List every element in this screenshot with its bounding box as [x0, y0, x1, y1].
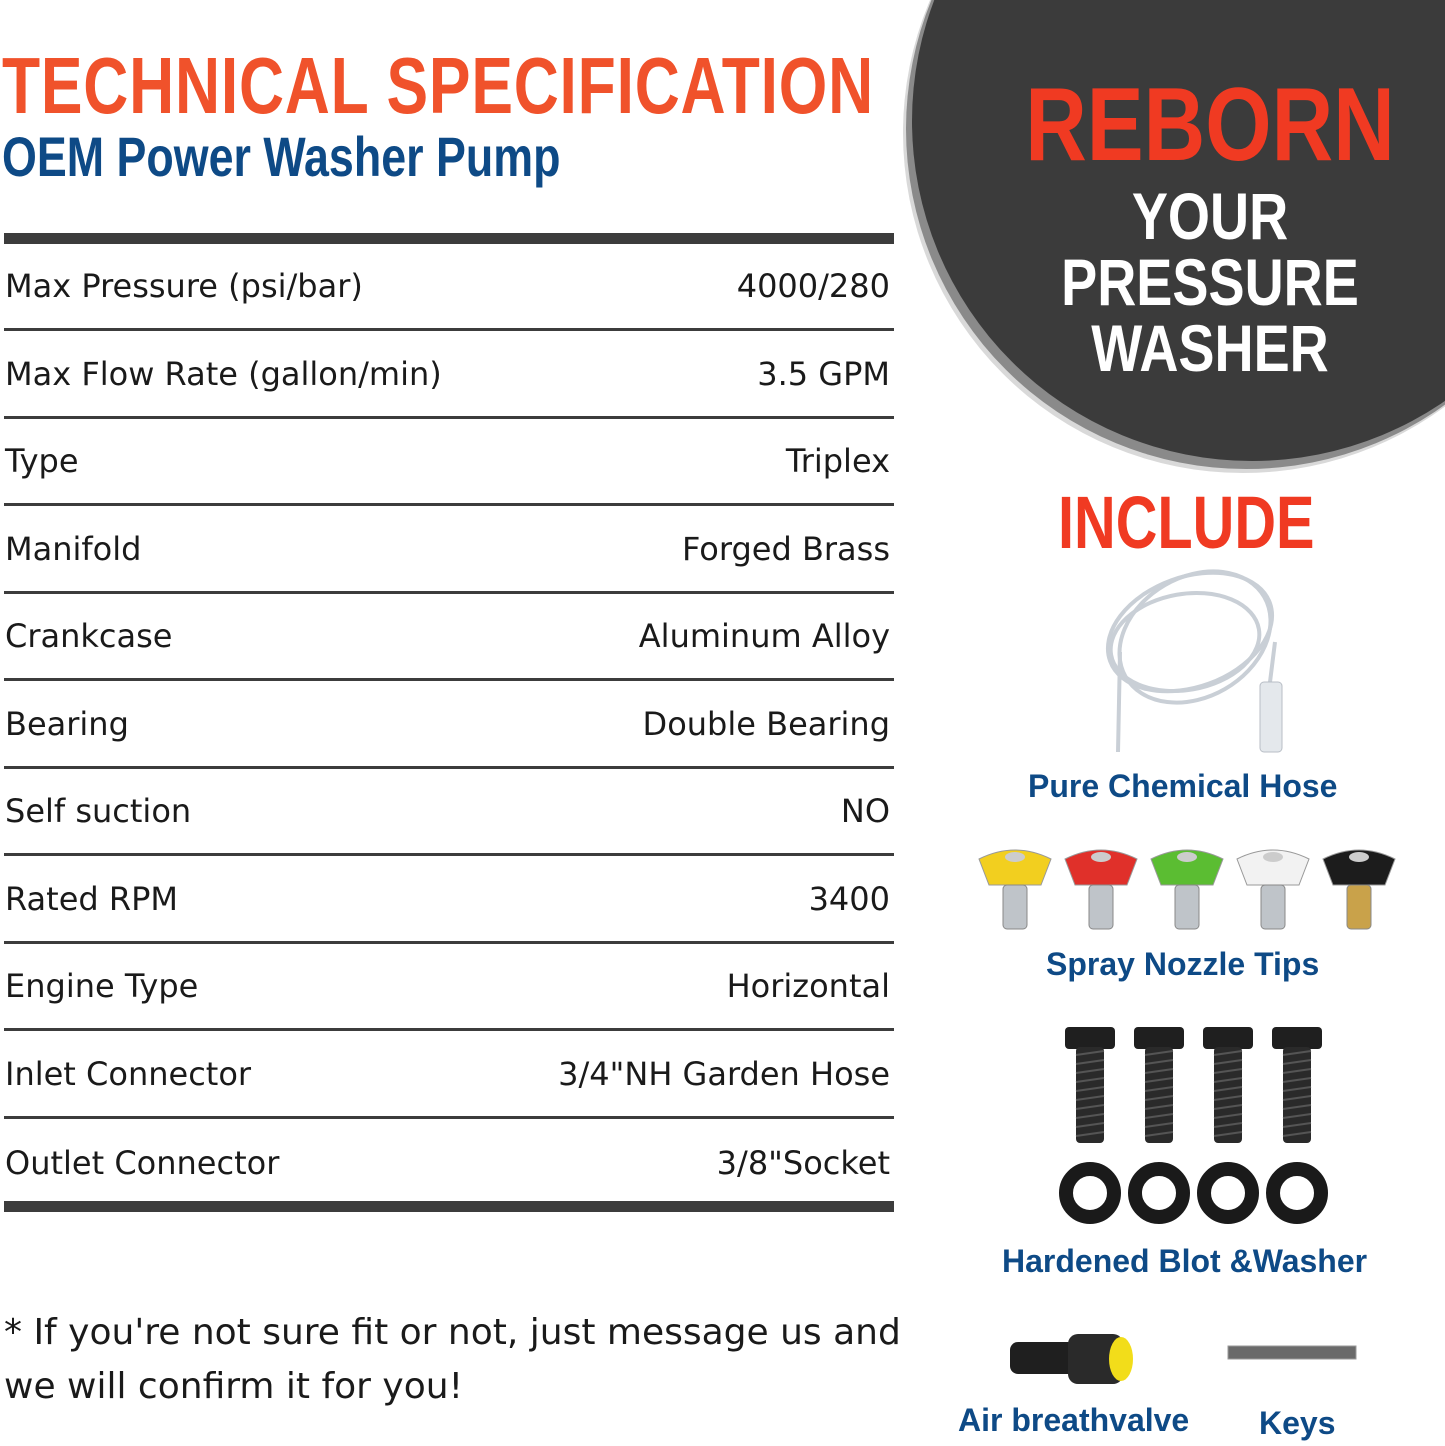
badge-circle: [903, 0, 1445, 473]
spec-row: Engine Type Horizontal: [4, 944, 894, 1031]
nozzle-icon: [978, 849, 1052, 930]
spec-row: Max Flow Rate (gallon/min) 3.5 GPM: [4, 332, 894, 419]
spec-label: Self suction: [5, 792, 192, 830]
include-label-nozzles: Spray Nozzle Tips: [1046, 946, 1320, 982]
spec-value: NO: [840, 792, 890, 830]
spec-value: 3.5 GPM: [757, 354, 890, 393]
spec-row: Type Triplex: [4, 419, 894, 506]
spec-value: 4000/280: [736, 267, 890, 305]
spec-row: Max Pressure (psi/bar) 4000/280: [4, 244, 894, 331]
spec-label: Inlet Connector: [5, 1054, 252, 1093]
spec-row: Rated RPM 3400: [4, 857, 894, 944]
spec-value: Double Bearing: [642, 704, 890, 743]
include-title: INCLUDE: [1058, 481, 1315, 564]
include-label-keys: Keys: [1259, 1405, 1336, 1441]
spec-row: Bearing Double Bearing: [4, 682, 894, 769]
spec-value: Horizontal: [726, 967, 890, 1005]
spec-label: Max Pressure (psi/bar): [5, 267, 363, 305]
nozzle-icon: [1150, 849, 1224, 930]
spec-label: Crankcase: [5, 617, 173, 655]
key-icon: [1227, 1345, 1357, 1360]
spec-row: Manifold Forged Brass: [4, 507, 894, 594]
nozzle-icon: [1322, 849, 1396, 930]
badge-reborn: REBORN: [1025, 67, 1395, 183]
fit-note: * If you're not sure fit or not, just me…: [4, 1312, 901, 1407]
spec-label: Type: [5, 442, 79, 480]
spec-row: Self suction NO: [4, 769, 894, 856]
badge-line-your: YOUR: [1131, 179, 1289, 253]
spec-row: Crankcase Aluminum Alloy: [4, 594, 894, 681]
spec-value: 3400: [808, 879, 890, 918]
table-bottom-divider: [4, 1201, 894, 1212]
spec-label: Bearing: [5, 704, 129, 743]
spec-label: Engine Type: [5, 967, 199, 1005]
bolt-icon: [1059, 1027, 1328, 1224]
valve-icon: [1010, 1334, 1133, 1384]
spec-row: Outlet Connector 3/8"Socket: [4, 1119, 894, 1206]
spec-label: Outlet Connector: [5, 1143, 280, 1182]
spec-value: 3/8"Socket: [716, 1143, 890, 1182]
spec-label: Max Flow Rate (gallon/min): [5, 354, 442, 393]
include-label-valve: Air breathvalve: [958, 1402, 1190, 1438]
spec-value: Aluminum Alloy: [638, 617, 890, 655]
badge-line-washer: WASHER: [1091, 311, 1329, 385]
nozzle-icon: [1064, 849, 1138, 930]
hose-icon: [1105, 569, 1283, 753]
nozzle-icon: [1236, 849, 1310, 930]
spec-label: Rated RPM: [5, 879, 178, 918]
spec-value: 3/4"NH Garden Hose: [558, 1054, 890, 1093]
table-top-divider: [4, 233, 894, 244]
spec-row: Inlet Connector 3/4"NH Garden Hose: [4, 1032, 894, 1119]
spec-label: Manifold: [5, 529, 142, 568]
include-label-hose: Pure Chemical Hose: [1028, 768, 1338, 804]
spec-value: Triplex: [785, 442, 890, 480]
badge-line-pressure: PRESSURE: [1061, 245, 1359, 319]
page-title: TECHNICAL SPECIFICATION: [2, 41, 874, 130]
page-subtitle: OEM Power Washer Pump: [2, 125, 561, 188]
include-label-bolts: Hardened Blot &Washer: [1002, 1243, 1368, 1279]
spec-value: Forged Brass: [682, 529, 890, 568]
